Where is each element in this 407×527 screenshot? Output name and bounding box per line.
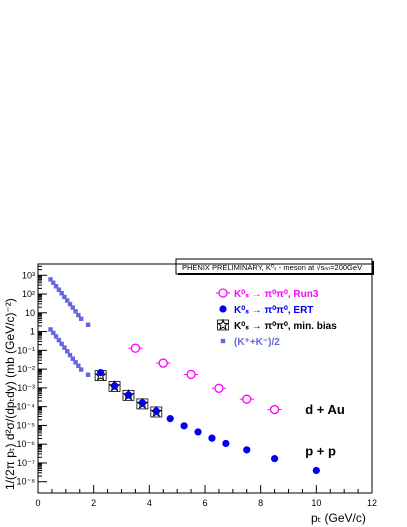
data-point [53,284,59,289]
legend-marker [219,305,227,313]
data-point [138,399,146,407]
data-point [48,277,53,282]
x-tick-label: 0 [35,498,40,508]
y-tick-label: 10⁻⁶ [17,439,36,449]
data-point [76,312,81,318]
y-tick-label: 10 [25,308,35,318]
legend: K⁰ₛ → π⁰π⁰, Run3 K⁰ₛ → π⁰π⁰, ERT K⁰ₛ → π⁰π… [216,288,337,348]
data-point [222,439,230,448]
data-point [73,360,78,365]
y-axis-label: 1/(2π pₜ) d²σ/(dpₜdy) (mb (GeV/c)⁻²) [3,298,17,490]
y-tick-label: 10² [22,289,35,299]
legend-marker [220,338,226,344]
y-tick-label: 10³ [22,270,35,280]
data-point [243,446,251,454]
legend-marker [218,288,228,298]
data-point [62,345,67,350]
data-point [270,455,279,463]
annotation-p-p: p + p [305,443,336,458]
data-point [53,334,59,339]
data-markers [48,277,320,475]
data-point [312,466,320,475]
data-point [70,356,75,361]
data-point [67,301,73,307]
data-point [56,287,62,292]
data-point [166,415,174,423]
data-point [59,291,64,296]
data-point [65,349,70,354]
y-tick-label: 10⁻⁴ [16,402,35,412]
data-point [65,298,70,303]
x-tick-label: 8 [258,498,263,508]
x-axis-label: pₜ (GeV/c) [311,511,366,525]
data-point [214,383,224,393]
y-tick-label: 10⁻⁷ [17,458,35,468]
data-point [76,363,81,369]
legend-marker [216,318,230,331]
chart-header: PHENIX PRELIMINARY, K⁰ₛ - meson at √sₙₙ=… [182,263,362,272]
data-point [180,422,188,430]
x-axis: 0 2 4 6 8 10 12 [35,485,377,508]
legend-label: K⁰ₛ → π⁰π⁰, ERT [234,305,313,316]
data-point [124,391,133,399]
legend-label: (K⁺+K⁻)/2 [234,337,280,348]
data-point [269,404,280,415]
y-tick-label: 1 [30,327,35,337]
legend-label: K⁰ₛ → π⁰π⁰, min. bias [234,321,337,332]
data-point [158,358,168,368]
y-tick-label: 10⁻¹ [17,345,35,355]
data-point [78,367,84,372]
legend-label: K⁰ₛ → π⁰π⁰, Run3 [234,289,319,300]
x-tick-label: 10 [311,498,321,508]
data-point [78,316,84,321]
data-point [51,330,56,336]
annotation-d-au: d + Au [305,402,345,417]
x-tick-label: 4 [147,498,152,508]
x-tick-label: 6 [202,498,207,508]
x-tick-label: 12 [367,498,377,508]
data-point [242,394,252,404]
data-point [186,369,196,380]
y-tick-label: 10⁻³ [17,383,35,393]
header-box: PHENIX PRELIMINARY, K⁰ₛ - meson at √sₙₙ=… [175,258,374,275]
data-point [56,337,62,343]
data-point [208,434,216,442]
data-point [152,407,160,415]
data-point [62,294,67,300]
data-point [59,341,64,347]
y-tick-label: 10⁻⁵ [17,420,36,430]
y-tick-label: 10⁻² [17,364,35,374]
data-point [194,428,202,436]
data-point [85,372,91,377]
data-point [110,382,119,390]
data-point [67,352,73,358]
data-point [85,322,91,327]
data-point [130,343,141,353]
data-point [51,280,56,285]
data-point [73,309,78,314]
data-point [97,369,105,377]
data-point [70,305,75,310]
x-tick-label: 2 [91,498,96,508]
data-point [94,369,107,381]
data-point [48,327,53,332]
y-axis: 10⁻⁸ 10⁻⁷ 10⁻⁶ 10⁻⁵ 10⁻⁴ 10⁻³ 10⁻² 10⁻¹ 1 10 10² 10… [16,265,47,487]
y-tick-label: 10⁻⁸ [16,477,35,487]
